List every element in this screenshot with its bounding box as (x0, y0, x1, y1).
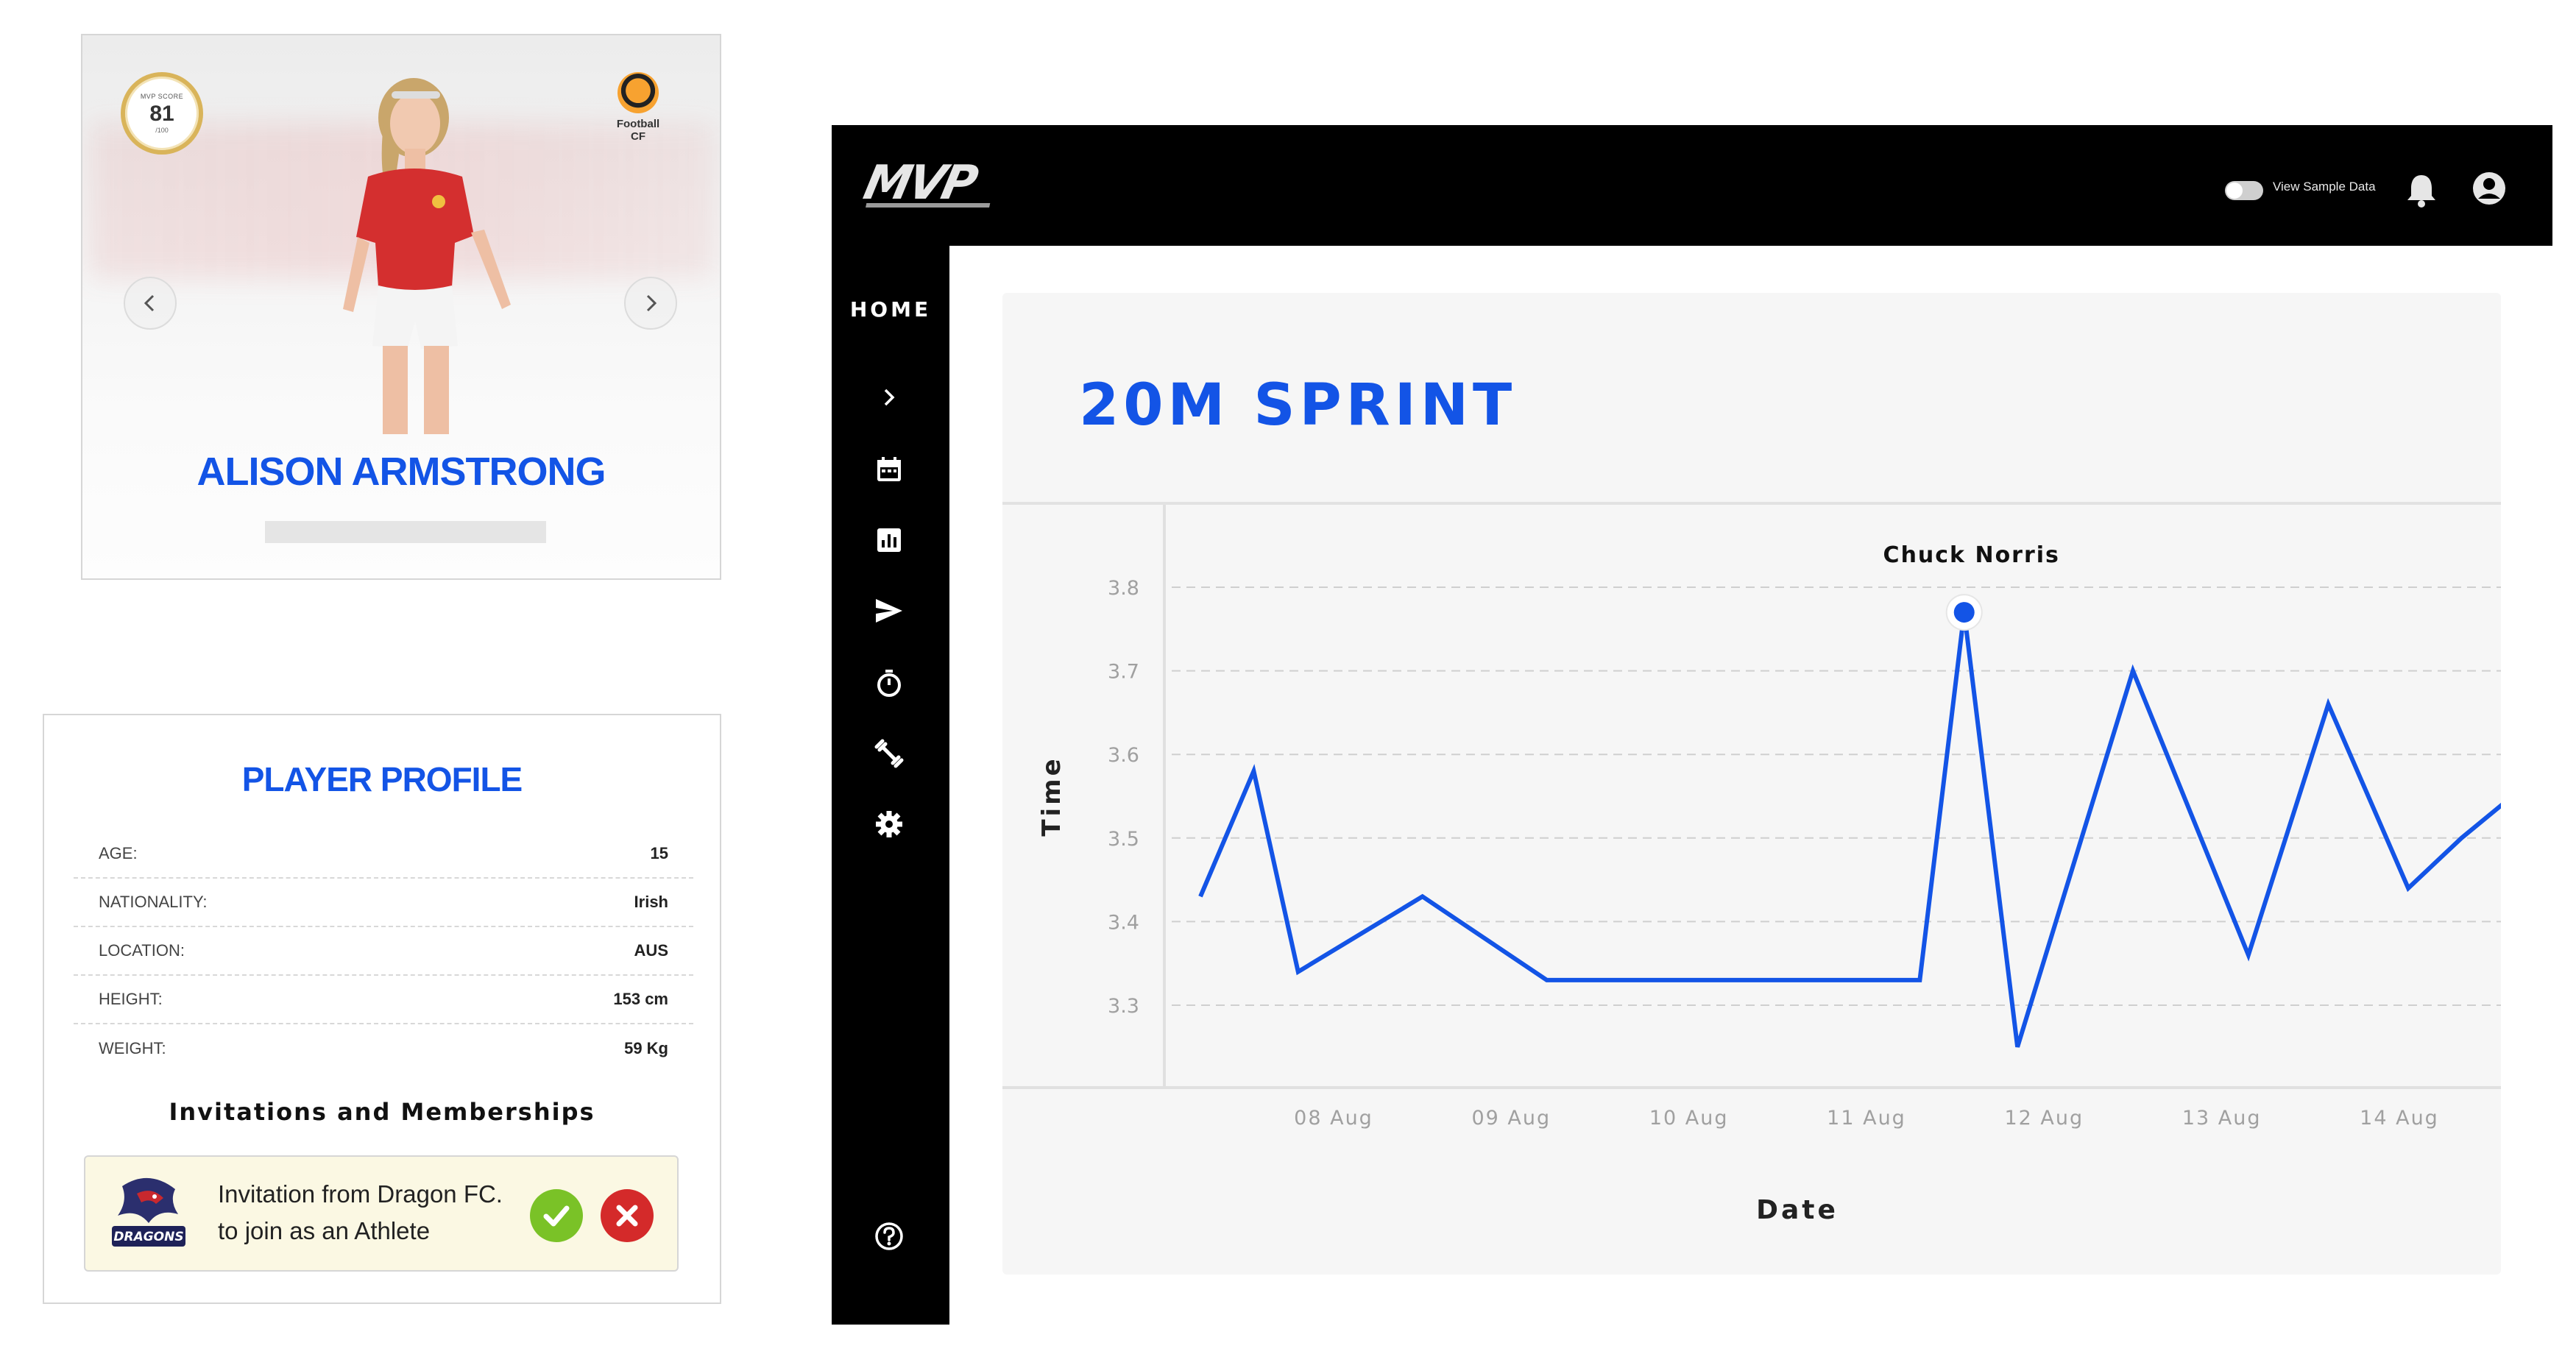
dragons-logo-text: DRAGONS (113, 1230, 183, 1244)
mvp-logo[interactable]: MVP (857, 156, 1010, 216)
top-bar: MVP View Sample Data (832, 125, 2552, 246)
profile-row-weight: WEIGHT: 59 Kg (74, 1024, 693, 1073)
main-content: 20M SPRINT 3.3 3.4 3.5 3.6 3.7 3.8 08 Aug 09 Au… (949, 246, 2552, 1325)
club-logo: Football CF (612, 72, 664, 160)
profile-row-age: AGE: 15 (74, 830, 693, 879)
sprint-line-chart: 3.3 3.4 3.5 3.6 3.7 3.8 08 Aug 09 Aug 10 Aug 11 A… (1002, 505, 2501, 1225)
chevron-right-icon (884, 389, 895, 406)
x-tick-label: 14 Aug (2360, 1107, 2439, 1130)
x-axis-title: Date (1756, 1195, 1839, 1225)
dumbbell-icon (874, 739, 904, 768)
send-icon (876, 599, 902, 623)
invitations-title: Invitations and Memberships (169, 1098, 595, 1126)
y-tick-label: 3.3 (1108, 995, 1139, 1018)
chart-title: 20M SPRINT (1079, 372, 1517, 439)
check-icon (543, 1205, 570, 1227)
help-icon (875, 1222, 903, 1250)
app-window: MVP View Sample Data HOME (832, 125, 2552, 1325)
y-tick-label: 3.7 (1108, 661, 1139, 684)
profile-title: PLAYER PROFILE (241, 760, 523, 798)
nav-timer[interactable] (870, 664, 908, 702)
x-tick-label: 09 Aug (1471, 1107, 1551, 1130)
profile-value: 59 Kg (624, 1039, 668, 1057)
profile-label: WEIGHT: (99, 1039, 166, 1057)
invitation-line2: to join as an Athlete (218, 1217, 431, 1244)
x-tick-label: 12 Aug (2004, 1107, 2084, 1130)
stopwatch-icon (877, 670, 901, 697)
carousel-next-button[interactable] (624, 277, 677, 330)
panel-divider (1002, 502, 2501, 505)
bar-chart-icon (877, 528, 901, 552)
x-tick-label: 13 Aug (2182, 1107, 2262, 1130)
nav-settings[interactable] (870, 805, 908, 843)
x-tick-label: 10 Aug (1649, 1107, 1729, 1130)
gear-icon (876, 811, 902, 837)
profile-value: Irish (634, 893, 668, 911)
nav-calendar[interactable] (870, 450, 908, 489)
highlight-label: Chuck Norris (1883, 542, 2060, 568)
y-axis-title: Time (1037, 756, 1066, 836)
player-subtitle-placeholder (265, 521, 546, 543)
nav-home[interactable]: HOME (849, 297, 932, 322)
chevron-left-icon (144, 294, 155, 312)
logo-text: MVP (859, 156, 980, 210)
profile-label: AGE: (99, 844, 138, 862)
account-icon[interactable] (2467, 166, 2511, 210)
chevron-right-icon (646, 294, 657, 312)
nav-send[interactable] (870, 592, 908, 630)
player-photo (343, 78, 511, 434)
player-profile-card: PLAYER PROFILE AGE: 15 NATIONALITY: Iris… (43, 714, 721, 1304)
x-tick-label: 11 Aug (1827, 1107, 1906, 1130)
invitation-message: Invitation from Dragon FC. to join as an… (218, 1176, 534, 1250)
sample-data-label: View Sample Data (2273, 180, 2376, 194)
reject-invitation-button[interactable] (601, 1189, 654, 1242)
club-name-line2: CF (631, 130, 645, 143)
dragons-logo: DRAGONS (112, 1177, 185, 1247)
player-name: ALISON ARMSTRONG (197, 450, 606, 494)
series-line (1198, 612, 2501, 1048)
nav-expand[interactable] (870, 378, 908, 417)
highlight-point (1953, 602, 1975, 623)
x-tick-label: 08 Aug (1294, 1107, 1373, 1130)
invitation-line1: Invitation from Dragon FC. (218, 1180, 503, 1208)
player-card: MVP SCORE 81 /100 Football CF (81, 34, 721, 580)
profile-row-height: HEIGHT: 153 cm (74, 976, 693, 1024)
mvp-score-label: MVP SCORE (140, 93, 184, 100)
profile-row-location: LOCATION: AUS (74, 927, 693, 976)
invitation-item: DRAGONS Invitation from Dragon FC. to jo… (84, 1155, 679, 1272)
club-name-line1: Football (616, 118, 660, 130)
accept-invitation-button[interactable] (530, 1189, 583, 1242)
profile-value: 15 (650, 844, 668, 862)
profile-label: LOCATION: (99, 941, 185, 960)
tiger-crest-icon (618, 72, 659, 113)
mvp-score-value: 81 (149, 102, 174, 126)
profile-value: 153 cm (613, 990, 668, 1008)
nav-help[interactable] (870, 1217, 908, 1255)
close-icon (616, 1205, 638, 1227)
y-tick-label: 3.5 (1108, 828, 1139, 851)
sidebar: HOME (832, 246, 949, 1325)
profile-label: HEIGHT: (99, 990, 163, 1008)
carousel-prev-button[interactable] (124, 277, 177, 330)
profile-value: AUS (634, 941, 668, 960)
sprint-chart-panel: 20M SPRINT 3.3 3.4 3.5 3.6 3.7 3.8 08 Aug 09 Au… (1002, 293, 2501, 1275)
bell-icon[interactable] (2399, 168, 2444, 212)
y-tick-label: 3.6 (1108, 744, 1139, 767)
y-tick-label: 3.4 (1108, 911, 1139, 934)
calendar-icon (877, 457, 901, 481)
nav-workouts[interactable] (870, 734, 908, 773)
sample-data-toggle[interactable] (2225, 181, 2263, 200)
y-tick-label: 3.8 (1108, 577, 1139, 600)
profile-row-nationality: NATIONALITY: Irish (74, 879, 693, 927)
profile-details: AGE: 15 NATIONALITY: Irish LOCATION: AUS… (74, 830, 693, 1073)
profile-label: NATIONALITY: (99, 893, 208, 911)
mvp-score-badge: MVP SCORE 81 /100 (121, 72, 203, 155)
mvp-score-max: /100 (155, 127, 169, 134)
nav-stats[interactable] (870, 521, 908, 559)
